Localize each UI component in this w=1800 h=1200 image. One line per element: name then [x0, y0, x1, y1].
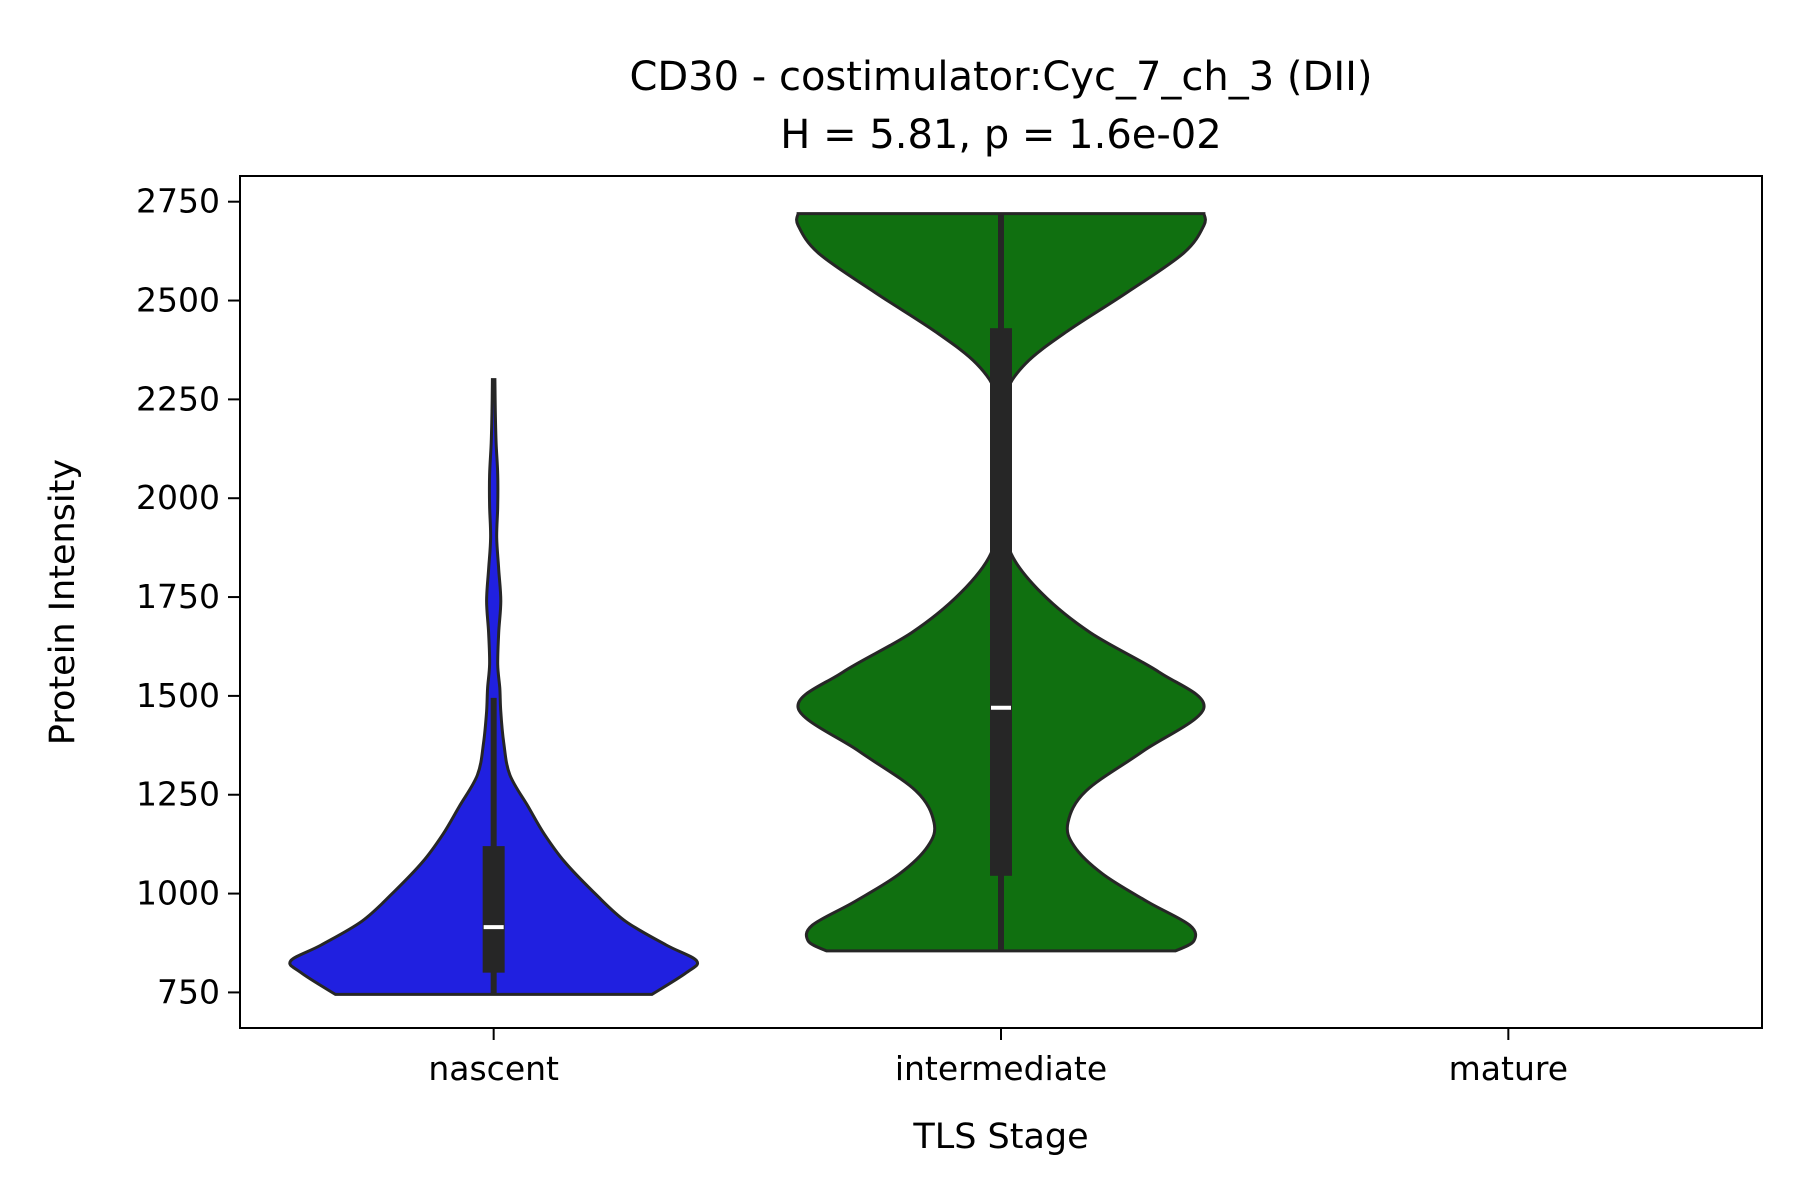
y-axis: 750 1000 1250 1500 1750 2000 2250 2500 2750	[136, 182, 240, 1011]
y-tick-label: 2500	[136, 281, 220, 320]
y-tick-label: 2250	[136, 379, 220, 418]
y-tick-label: 2000	[136, 478, 220, 517]
y-axis-label: Protein Intensity	[43, 459, 83, 745]
chart-title: CD30 - costimulator:Cyc_7_ch_3 (DII)	[629, 54, 1372, 100]
plot-area	[288, 212, 1207, 996]
y-tick-label: 1250	[136, 775, 220, 814]
y-tick-label: 1750	[136, 577, 220, 616]
y-tick-label: 750	[157, 972, 220, 1011]
iqr-box-nascent	[482, 846, 505, 973]
y-tick-label: 1000	[136, 874, 220, 913]
x-axis: nascent intermediate mature	[428, 1028, 1568, 1088]
x-tick-label-nascent: nascent	[428, 1049, 559, 1088]
violin-nascent	[288, 378, 699, 996]
x-axis-label: TLS Stage	[912, 1117, 1088, 1157]
y-tick-label: 1500	[136, 676, 220, 715]
chart-subtitle: H = 5.81, p = 1.6e-02	[780, 112, 1221, 158]
x-tick-label-intermediate: intermediate	[895, 1049, 1107, 1088]
x-tick-label-mature: mature	[1449, 1049, 1568, 1088]
iqr-box-intermediate	[990, 328, 1012, 876]
y-tick-label: 2750	[136, 182, 220, 221]
